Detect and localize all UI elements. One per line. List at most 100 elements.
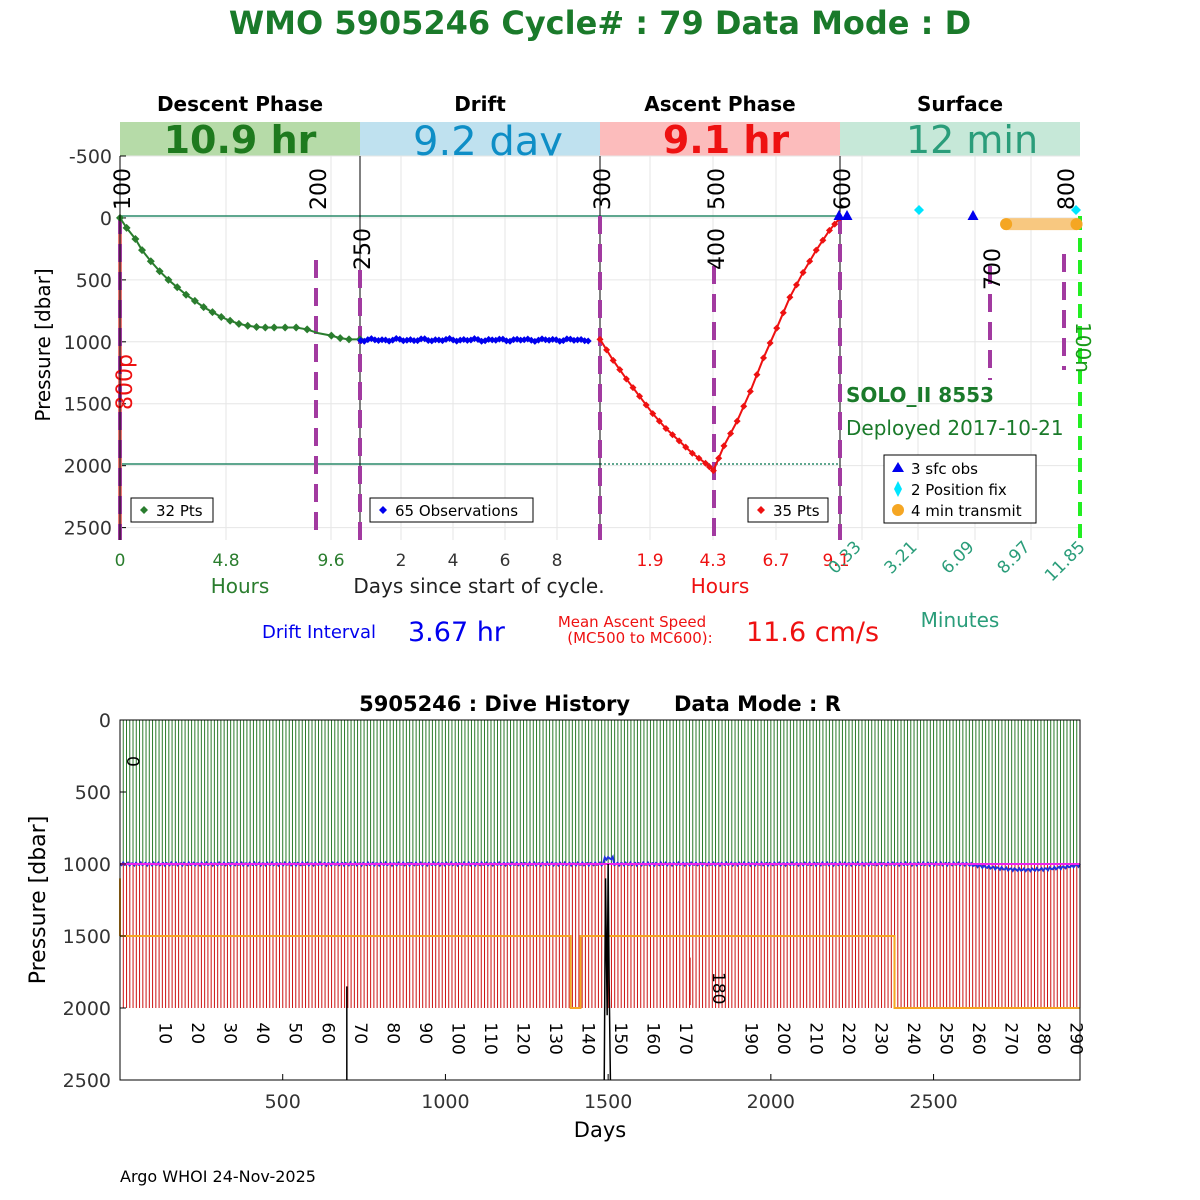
mc-label-100n: 100n — [1071, 322, 1095, 373]
bottom-y-tick-label: 500 — [75, 782, 111, 804]
cycle-label: 250 — [936, 1022, 956, 1054]
cycle-label: 110 — [480, 1022, 500, 1054]
legend-descent-label: 32 Pts — [156, 502, 203, 520]
xtick-drift-1: 4 — [448, 551, 459, 571]
descent-point — [327, 331, 336, 340]
xlabel-drift: Days since start of cycle. — [353, 574, 604, 598]
ascent-speed-value: 11.6 cm/s — [746, 617, 879, 648]
ascent-point — [766, 339, 774, 347]
ascent-point — [662, 425, 670, 433]
ascent-point — [812, 246, 820, 254]
top-chart: Descent Phase Drift Ascent Phase Surface… — [31, 92, 1095, 648]
descent-point — [199, 303, 208, 312]
legend-drift-label: 65 Observations — [395, 502, 518, 520]
cycle-label: 70 — [350, 1022, 370, 1044]
descent-point — [164, 275, 173, 284]
top-y-tick-label: 1500 — [64, 394, 112, 416]
dive-history-title: 5905246 : Dive History Data Mode : R — [359, 692, 841, 716]
cycle-label: 60 — [317, 1022, 337, 1044]
descent-point — [190, 296, 199, 305]
legend-descent-marker — [140, 506, 148, 514]
cycle-label: 30 — [220, 1022, 240, 1044]
main-title: WMO 5905246 Cycle# : 79 Data Mode : D — [229, 4, 971, 42]
mc-label-100: 100 — [111, 168, 136, 210]
ascent-point — [779, 309, 787, 317]
mc-label-600: 600 — [831, 168, 856, 210]
ascent-point — [715, 454, 723, 462]
ascent-point — [806, 257, 814, 265]
drift-point — [410, 337, 418, 345]
bottom-x-tick-label: 500 — [265, 1091, 301, 1113]
ascent-point — [746, 387, 754, 395]
ascent-point — [636, 392, 644, 400]
mc-label-200: 200 — [307, 168, 332, 210]
phase-band-descent — [120, 122, 360, 156]
bottom-y-tick-label: 1000 — [63, 854, 111, 876]
cycle-label: 50 — [285, 1022, 305, 1044]
ascent-point — [609, 356, 617, 364]
ascent-point — [727, 429, 735, 437]
xtick-drift-0: 2 — [396, 551, 407, 571]
ascent-point — [831, 220, 839, 228]
legend-drift: 65 Observations — [369, 497, 534, 523]
cycle-label: 150 — [610, 1022, 630, 1054]
xtick-descent-1: 4.8 — [212, 551, 239, 571]
cycle-label: 230 — [870, 1022, 890, 1054]
phase-label-descent: Descent Phase — [157, 92, 323, 116]
descent-point — [146, 257, 155, 266]
ascent-series — [596, 214, 844, 475]
xlabel-surface: Minutes — [921, 608, 1000, 632]
surface-series — [833, 205, 1083, 231]
bottom-x-tick-label: 1500 — [584, 1091, 632, 1113]
phase-band-ascent — [600, 122, 840, 156]
descent-point — [252, 322, 261, 331]
ascent-point — [753, 371, 761, 379]
cycle-label: 160 — [643, 1022, 663, 1054]
xtick-descent-0: 0 — [115, 551, 126, 571]
cycle-label: 210 — [805, 1022, 825, 1054]
legend-ascent-label: 35 Pts — [773, 502, 820, 520]
cycle-label: 170 — [675, 1022, 695, 1054]
position-fix-point — [914, 205, 924, 215]
float-model: SOLO_II 8553 — [846, 383, 994, 407]
legend-transmit-marker — [892, 504, 904, 516]
phase-band-surface — [840, 122, 1080, 156]
xtick-surface-1: 3.21 — [881, 537, 922, 578]
xtick-surface-4: 11.85 — [1041, 537, 1090, 586]
ascent-point — [682, 443, 690, 451]
descent-point — [226, 316, 235, 325]
anomaly-spike-cluster — [603, 863, 612, 1081]
ascent-point — [786, 293, 794, 301]
xtick-ascent-3: 9.1 — [822, 551, 849, 571]
ascent-point — [760, 354, 768, 362]
ascent-point — [629, 384, 637, 392]
mc-label-400: 400 — [705, 228, 730, 270]
top-y-tick-label: 0 — [100, 208, 112, 230]
ascent-point — [622, 375, 630, 383]
cycle-label: 190 — [740, 1022, 760, 1054]
top-y-axis-label: Pressure [dbar] — [31, 268, 55, 421]
ascent-point — [701, 459, 709, 467]
transmit-end-point — [1070, 218, 1083, 231]
cycle-label: 100 — [447, 1022, 467, 1054]
bottom-plot-border — [119, 719, 1081, 1081]
descent-point — [155, 267, 164, 276]
ascent-speed-label-1: Mean Ascent Speed — [558, 613, 706, 631]
ascent-point — [773, 324, 781, 332]
descent-point — [182, 290, 191, 299]
top-y-axis: -500 0 500 1000 1500 2000 2500 — [64, 146, 126, 540]
cycle-label: 280 — [1033, 1022, 1053, 1054]
ascent-point — [825, 226, 833, 234]
legend-ascent-marker — [757, 506, 765, 514]
legend-descent: 32 Pts — [130, 497, 214, 523]
cycle-label: 220 — [838, 1022, 858, 1054]
cycle-label: 200 — [773, 1022, 793, 1054]
legend-ascent: 35 Pts — [747, 497, 829, 523]
descent-point — [208, 308, 217, 317]
cycle-label: 240 — [903, 1022, 923, 1054]
cycle-label: 140 — [578, 1022, 598, 1054]
ascent-point — [705, 463, 713, 471]
cycle-label: 180 — [708, 972, 728, 1004]
cycle-label: 10 — [155, 1022, 175, 1044]
phase-duration-descent: 10.9 hr — [164, 118, 317, 162]
